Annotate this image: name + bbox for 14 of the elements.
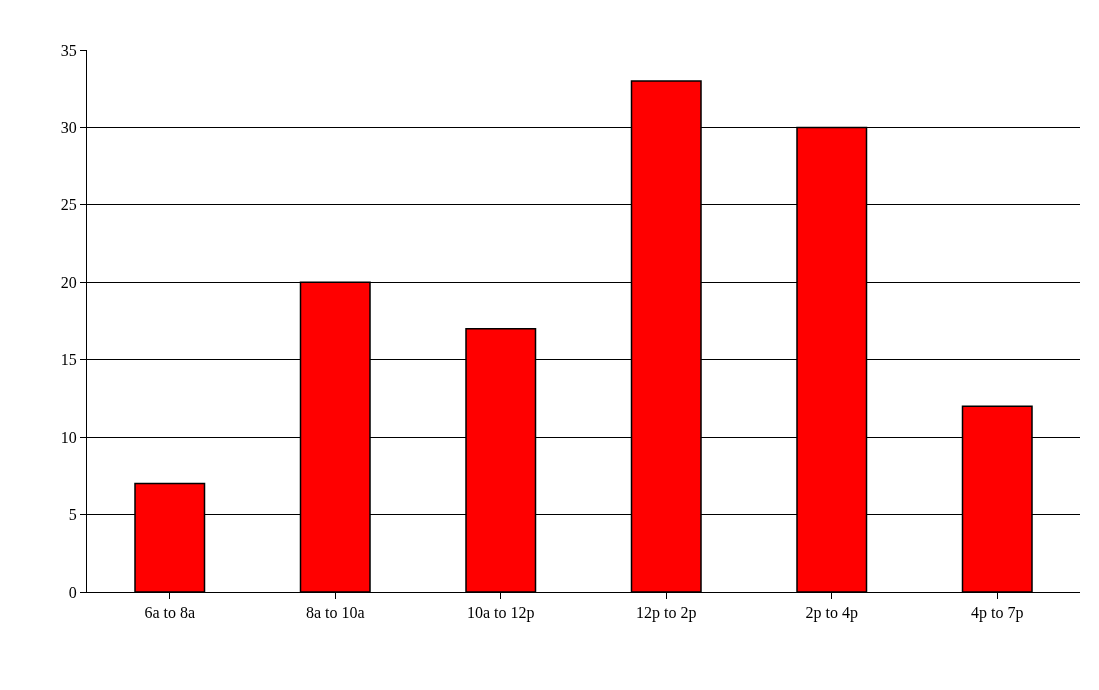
x-tick-label: 6a to 8a <box>144 604 196 622</box>
y-tick-label: 25 <box>60 196 77 214</box>
y-tick-label: 10 <box>60 428 77 446</box>
x-tick-label: 12p to 2p <box>636 604 697 623</box>
y-tick-label: 0 <box>68 583 77 601</box>
x-tick-label: 2p to 4p <box>805 604 858 623</box>
y-tick-label: 35 <box>60 41 77 59</box>
y-tick-label: 20 <box>60 273 77 291</box>
y-tick-label: 15 <box>60 351 77 369</box>
y-tick-label: 5 <box>68 506 77 524</box>
y-tick-label: 30 <box>60 119 77 137</box>
x-tick-label: 8a to 10a <box>305 604 365 622</box>
x-tick-label: 10a to 12p <box>466 604 535 623</box>
x-tick-label: 4p to 7p <box>971 604 1024 623</box>
